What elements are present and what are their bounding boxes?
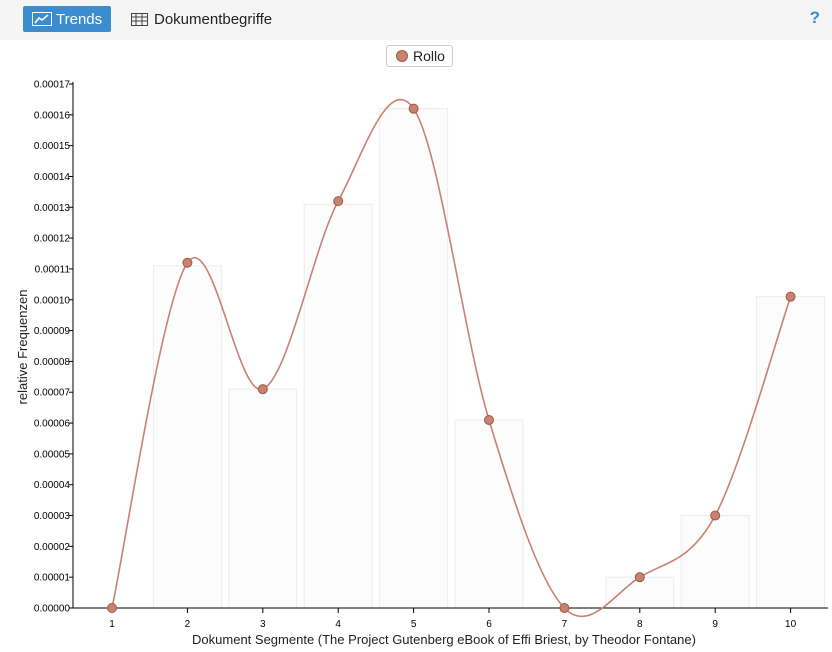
y-tick-label-7: 0.00007 [34, 388, 71, 399]
data-point-10[interactable] [785, 291, 796, 302]
bar-segment-5 [379, 108, 449, 609]
y-tick-label-8: 0.00008 [34, 357, 71, 368]
y-tick-label-16: 0.00016 [34, 110, 71, 121]
legend-label: Rollo [413, 48, 445, 64]
tab-trends-label: Trends [56, 10, 103, 28]
y-tick-label-5: 0.00005 [34, 449, 71, 460]
tab-document-terms[interactable]: Dokumentbegriffe [131, 6, 272, 32]
series-line-rollo [111, 99, 792, 618]
x-tick-label-7: 7 [562, 619, 568, 630]
tab-trends[interactable]: Trends [23, 6, 111, 32]
x-tick-label-1: 1 [109, 619, 115, 630]
data-point-4[interactable] [333, 196, 344, 207]
y-tick-label-3: 0.00003 [34, 511, 71, 522]
table-icon [131, 12, 148, 26]
y-tick-label-2: 0.00002 [34, 542, 71, 553]
data-point-9[interactable] [710, 510, 721, 521]
data-point-6[interactable] [484, 414, 494, 425]
help-button[interactable]: ? [809, 8, 820, 27]
x-tick-label-6: 6 [486, 619, 492, 630]
bar-segment-3 [228, 388, 298, 609]
bar-segment-9 [680, 515, 750, 609]
data-point-5[interactable] [408, 103, 419, 114]
data-point-1[interactable] [107, 603, 117, 613]
y-tick-label-17: 0.00017 [34, 80, 71, 91]
y-tick-label-14: 0.00014 [34, 172, 71, 183]
y-tick-label-10: 0.00010 [34, 295, 71, 306]
x-tick-label-5: 5 [411, 619, 417, 630]
x-tick-label-9: 9 [712, 619, 718, 630]
y-tick-label-1: 0.00001 [34, 573, 71, 584]
line-chart-icon [32, 12, 52, 26]
legend-swatch [396, 50, 408, 62]
y-tick-label-6: 0.00006 [34, 419, 71, 430]
y-tick-label-0: 0.00000 [34, 604, 71, 615]
data-point-2[interactable] [182, 257, 193, 268]
y-tick-label-4: 0.00004 [34, 480, 71, 491]
legend-item-rollo[interactable]: Rollo [386, 45, 453, 67]
y-tick-label-13: 0.00013 [34, 203, 71, 214]
x-tick-label-3: 3 [260, 619, 266, 630]
y-tick-label-11: 0.00011 [35, 264, 71, 275]
x-tick-label-8: 8 [637, 619, 643, 630]
bar-segment-6 [454, 419, 524, 609]
bar-segment-2 [152, 265, 222, 609]
data-point-3[interactable] [257, 384, 268, 395]
y-axis-title: relative Frequenzen [15, 290, 30, 405]
x-tick-label-2: 2 [185, 619, 191, 630]
x-axis-title: Dokument Segmente (The Project Gutenberg… [192, 632, 696, 647]
x-tick-label-4: 4 [335, 619, 341, 630]
y-tick-label-9: 0.00009 [34, 326, 71, 337]
data-point-7[interactable] [559, 603, 570, 613]
y-tick-label-12: 0.00012 [34, 234, 71, 245]
x-tick-label-10: 10 [785, 619, 797, 630]
y-tick-label-15: 0.00015 [34, 141, 71, 152]
bar-segment-10 [756, 296, 826, 609]
data-point-8[interactable] [634, 572, 645, 583]
toolbar: Trends Dokumentbegriffe ? [0, 0, 832, 40]
tab-document-terms-label: Dokumentbegriffe [154, 10, 273, 28]
